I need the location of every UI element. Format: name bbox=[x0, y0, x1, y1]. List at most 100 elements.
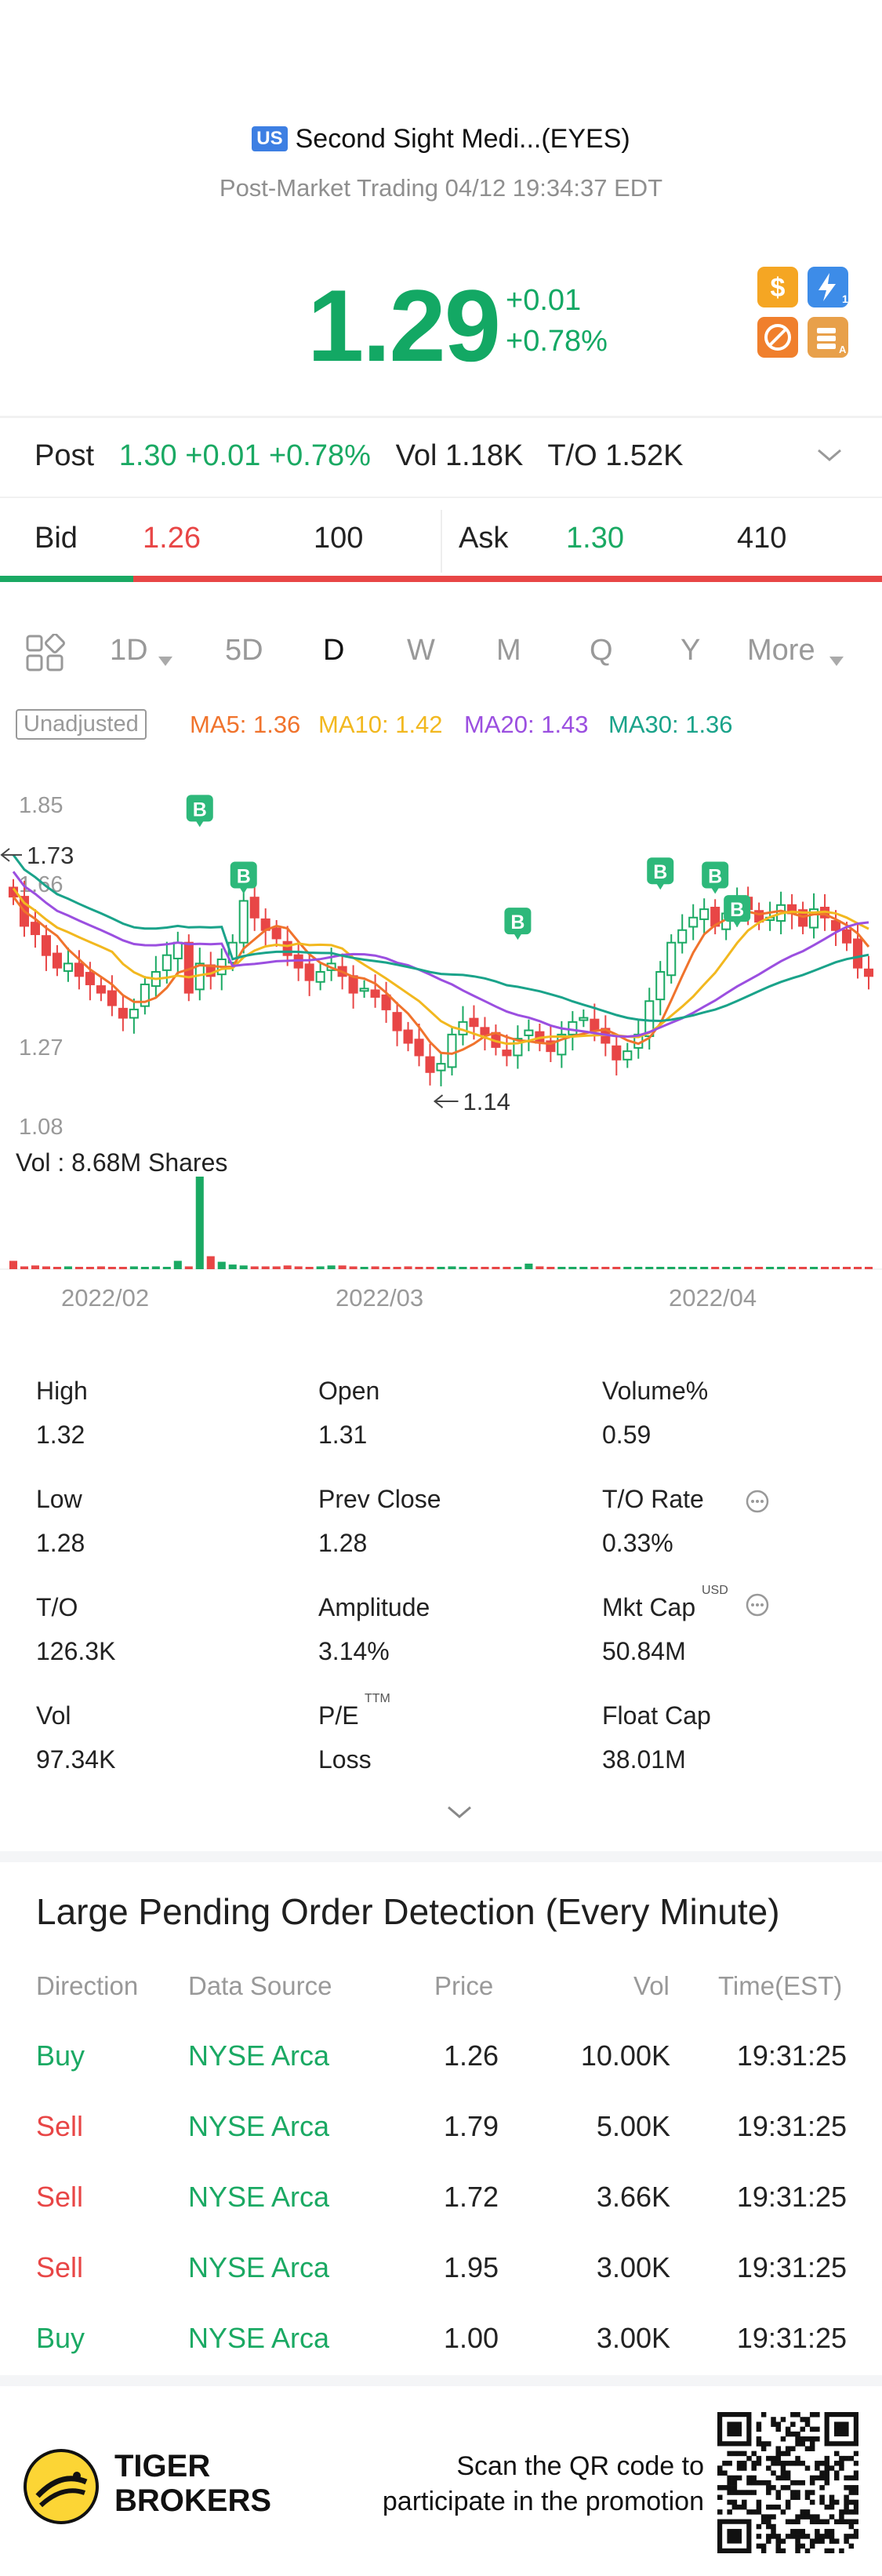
qr-module bbox=[717, 2509, 723, 2515]
dollar-icon[interactable]: $ bbox=[757, 267, 798, 307]
candle-body bbox=[568, 1021, 578, 1035]
qr-module bbox=[804, 2465, 811, 2471]
qr-module bbox=[756, 2509, 762, 2515]
qr-module bbox=[804, 2534, 811, 2539]
order-direction: Sell bbox=[36, 2181, 84, 2213]
post-market-summary: Post 1.30 +0.01 +0.78% Vol 1.18K T/O 1.5… bbox=[34, 439, 684, 473]
qr-module bbox=[809, 2436, 815, 2442]
qr-module bbox=[829, 2538, 835, 2544]
candle-body bbox=[809, 908, 819, 929]
col-direction: Direction bbox=[36, 1971, 139, 2000]
qr-module bbox=[844, 2504, 849, 2510]
x-tick-label: 2022/02 bbox=[61, 1284, 149, 1312]
qr-module bbox=[746, 2475, 752, 2481]
caret-down-icon[interactable] bbox=[828, 642, 845, 675]
qr-module bbox=[795, 2543, 800, 2549]
stock-name: Second Sight Medi...(EYES) bbox=[295, 124, 630, 154]
qr-module bbox=[760, 2446, 767, 2451]
qr-module bbox=[731, 2490, 738, 2495]
buy-signal-badge bbox=[504, 908, 532, 935]
qr-module bbox=[731, 2475, 738, 2481]
qr-module bbox=[824, 2534, 830, 2539]
tab-y[interactable]: Y bbox=[681, 634, 701, 667]
volume-bar bbox=[349, 1266, 358, 1269]
caret-down-icon[interactable] bbox=[157, 642, 174, 675]
qr-module bbox=[795, 2412, 800, 2418]
qr-module bbox=[766, 2485, 771, 2490]
tab-d[interactable]: D bbox=[323, 634, 345, 667]
qr-module bbox=[844, 2534, 849, 2539]
volume-bar bbox=[766, 1267, 775, 1269]
qr-module bbox=[848, 2519, 855, 2525]
chart-layout-icon[interactable] bbox=[25, 633, 66, 677]
qr-module bbox=[809, 2441, 815, 2447]
qr-module bbox=[824, 2548, 830, 2553]
qr-module bbox=[756, 2441, 762, 2447]
tab-5d[interactable]: 5D bbox=[225, 634, 263, 667]
qr-module bbox=[815, 2538, 820, 2544]
qr-module bbox=[839, 2465, 844, 2471]
post-price: 1.30 bbox=[118, 439, 177, 472]
stat-label: Volume% bbox=[602, 1377, 709, 1405]
expand-chevron-icon[interactable] bbox=[445, 1804, 474, 1825]
promo-line-2: participate in the promotion bbox=[382, 2487, 704, 2516]
adjustment-toggle[interactable]: Unadjusted bbox=[16, 709, 147, 740]
volume-bar bbox=[514, 1267, 522, 1269]
qr-module bbox=[756, 2426, 762, 2432]
candle-body bbox=[677, 929, 688, 944]
candle-body bbox=[502, 1050, 512, 1057]
qr-module bbox=[766, 2480, 771, 2486]
volume-bar bbox=[492, 1267, 500, 1269]
tab-1d[interactable]: 1D bbox=[110, 634, 148, 667]
qr-module bbox=[839, 2519, 844, 2525]
volume-bar bbox=[623, 1267, 632, 1269]
qr-module bbox=[800, 2534, 806, 2539]
candle-body bbox=[118, 1007, 128, 1019]
candle-body bbox=[798, 909, 808, 927]
lightning-icon[interactable]: 1 bbox=[808, 267, 848, 307]
order-source: NYSE Arca bbox=[188, 2181, 330, 2213]
y-tick-label: 1.27 bbox=[19, 1035, 63, 1061]
qr-module bbox=[731, 2485, 738, 2490]
qr-module bbox=[809, 2480, 815, 2486]
ma20-label: MA20: 1.43 bbox=[464, 711, 589, 738]
tab-m[interactable]: M bbox=[496, 634, 521, 667]
ma30-label: MA30: 1.36 bbox=[608, 711, 733, 738]
qr-module bbox=[815, 2461, 820, 2466]
qr-module bbox=[775, 2455, 781, 2461]
qr-module bbox=[824, 2475, 830, 2481]
qr-module bbox=[833, 2470, 840, 2476]
order-vol: 5.00K bbox=[596, 2110, 670, 2142]
chevron-down-icon[interactable] bbox=[815, 446, 844, 468]
info-icon[interactable] bbox=[745, 1592, 770, 1621]
tab-more[interactable]: More bbox=[747, 634, 815, 667]
volume-bar bbox=[700, 1267, 709, 1269]
post-label: Post bbox=[34, 439, 95, 472]
volume-bar bbox=[656, 1267, 665, 1269]
qr-module bbox=[775, 2421, 781, 2427]
qr-module bbox=[771, 2504, 776, 2510]
candle-body bbox=[666, 941, 677, 977]
last-price: 1.29 bbox=[307, 268, 501, 383]
tab-q[interactable]: Q bbox=[590, 634, 613, 667]
qr-code[interactable] bbox=[717, 2412, 858, 2553]
volume-bar bbox=[744, 1267, 753, 1269]
volume-bar bbox=[360, 1267, 368, 1269]
qr-module bbox=[804, 2548, 811, 2553]
no-sign-icon[interactable] bbox=[757, 317, 798, 358]
section-divider bbox=[0, 2375, 882, 2386]
x-tick-label: 2022/03 bbox=[336, 1284, 423, 1312]
qr-module bbox=[800, 2543, 806, 2549]
candle-body bbox=[129, 1008, 139, 1019]
qr-module bbox=[844, 2538, 849, 2544]
divider bbox=[441, 510, 442, 573]
info-icon[interactable] bbox=[745, 1489, 770, 1518]
qr-module bbox=[815, 2514, 820, 2520]
stack-icon[interactable]: A bbox=[808, 317, 848, 358]
qr-module bbox=[815, 2412, 820, 2418]
volume-bar bbox=[272, 1266, 281, 1269]
qr-module bbox=[775, 2461, 781, 2466]
tab-w[interactable]: W bbox=[407, 634, 435, 667]
qr-module bbox=[785, 2426, 791, 2432]
